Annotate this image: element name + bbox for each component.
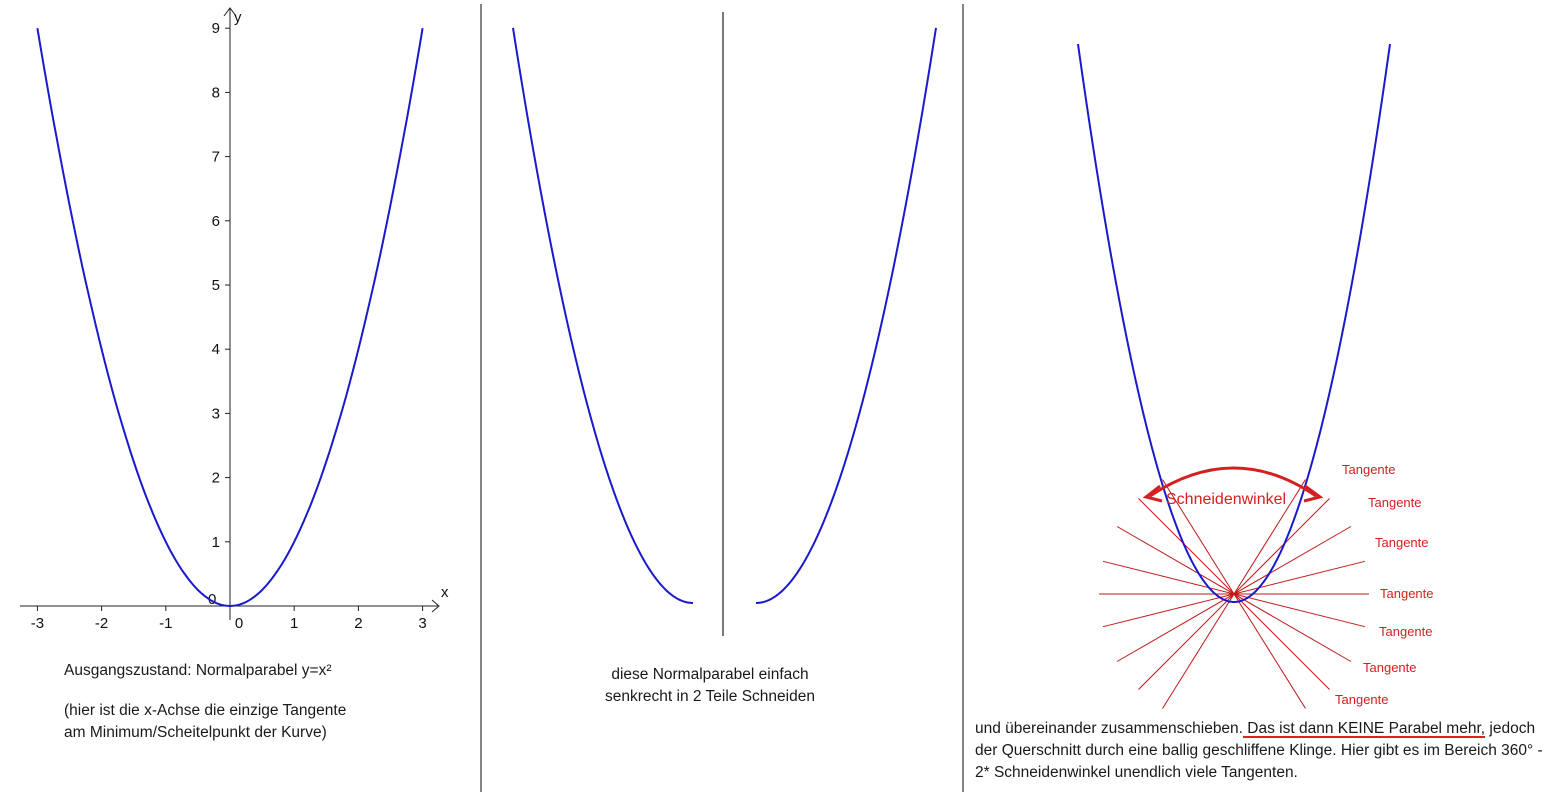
y-tick-label: 6: [212, 213, 220, 230]
y-tick-label: 3: [212, 405, 220, 422]
middle-caption-line2: senkrecht in 2 Teile Schneiden: [605, 688, 815, 705]
y-tick-label: 8: [212, 84, 220, 101]
parabola-right-half: [756, 27, 937, 604]
left-caption-title: Ausgangszustand: Normalparabel y=x²: [64, 662, 332, 679]
y-tick-label: 4: [212, 341, 220, 358]
right-caption-part3: jedoch der Querschnitt durch eine ballig…: [975, 720, 1543, 781]
y-tick-label: 1: [212, 534, 220, 551]
x-tick-label: -1: [159, 615, 172, 632]
right-caption-part1: und übereinander zusammenschieben.: [975, 720, 1243, 737]
left-caption-note-line2: am Minimum/Scheitelpunkt der Kurve): [64, 724, 327, 741]
right-caption-highlight: Das ist dann KEINE Parabel mehr,: [1242, 720, 1486, 737]
tangent-label: Tangente: [1380, 586, 1434, 601]
left-caption-note-line1: (hier ist die x-Achse die einzige Tangen…: [64, 702, 347, 719]
origin-label: 0: [208, 591, 216, 608]
y-tick-label: 7: [212, 149, 220, 166]
parabola-full: [36, 28, 424, 608]
x-tick-label: -3: [31, 615, 44, 632]
middle-caption: diese Normalparabel einfach senkrecht in…: [560, 664, 860, 708]
x-tick-label: 0: [235, 615, 243, 632]
tangent-labels: Tangente Tangente Tangente Tangente Tangente…: [1335, 462, 1434, 707]
angle-label: Schneidenwinkel: [1166, 491, 1286, 508]
merged-curve-left: [1077, 43, 1234, 603]
tangent-label: Tangente: [1363, 660, 1417, 675]
y-tick-label: 2: [212, 470, 220, 487]
tangent-line: [1162, 479, 1306, 709]
left-caption-note: (hier ist die x-Achse die einzige Tangen…: [64, 700, 346, 744]
x-tick-label: 2: [354, 615, 362, 632]
tangent-label: Tangente: [1335, 692, 1389, 707]
tangent-label: Tangente: [1379, 624, 1433, 639]
x-tick-label: -2: [95, 615, 108, 632]
y-tick-label: 5: [212, 277, 220, 294]
y-axis-label: y: [234, 9, 242, 26]
tangent-label: Tangente: [1342, 462, 1396, 477]
middle-caption-line1: diese Normalparabel einfach: [611, 666, 809, 683]
tangent-lines: [1099, 479, 1369, 709]
angle-arc: [1142, 466, 1324, 503]
left-ticks: -3 -2 -1 0 1 2 3 1 2 3 4 5 6 7 8 9: [31, 20, 427, 632]
x-tick-label: 3: [418, 615, 426, 632]
x-tick-label: 1: [290, 615, 298, 632]
left-axes: [20, 7, 440, 620]
y-tick-label: 9: [212, 20, 220, 37]
tangent-label: Tangente: [1375, 535, 1429, 550]
right-caption: und übereinander zusammenschieben. Das i…: [975, 718, 1550, 784]
x-axis-label: x: [441, 584, 449, 601]
merged-curve-right: [1234, 43, 1391, 603]
parabola-left-half: [512, 27, 693, 604]
tangent-label: Tangente: [1368, 495, 1422, 510]
